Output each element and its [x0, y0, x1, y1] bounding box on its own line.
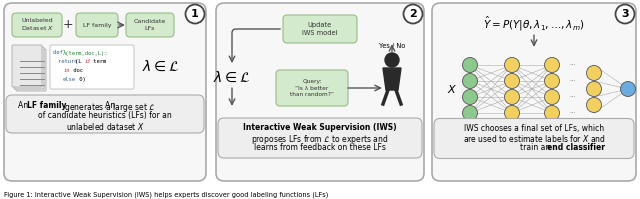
- Text: $\hat{Y} = P(Y|\theta, \lambda_1, \ldots, \lambda_m)$: $\hat{Y} = P(Y|\theta, \lambda_1, \ldots…: [483, 15, 585, 33]
- Text: +: +: [63, 19, 74, 31]
- FancyBboxPatch shape: [283, 15, 357, 43]
- Circle shape: [545, 73, 559, 89]
- Circle shape: [616, 5, 634, 23]
- Text: train an: train an: [520, 143, 552, 152]
- Text: 3: 3: [621, 9, 629, 19]
- Text: An: An: [18, 101, 31, 110]
- FancyBboxPatch shape: [6, 95, 204, 133]
- Text: Unlabeled
Dataset $X$: Unlabeled Dataset $X$: [20, 18, 53, 32]
- FancyBboxPatch shape: [276, 70, 348, 106]
- Circle shape: [385, 53, 399, 67]
- Text: 2: 2: [409, 9, 417, 19]
- Text: 0): 0): [76, 77, 86, 82]
- Polygon shape: [383, 68, 401, 90]
- Text: Interactive Weak Supervision (IWS): Interactive Weak Supervision (IWS): [243, 123, 397, 132]
- Text: else: else: [63, 77, 76, 82]
- Text: term: term: [90, 59, 106, 64]
- Circle shape: [545, 105, 559, 121]
- Circle shape: [463, 90, 477, 104]
- Text: $\lambda \in \mathcal{L}$: $\lambda \in \mathcal{L}$: [213, 71, 251, 85]
- Text: are used to estimate labels for $X$ and: are used to estimate labels for $X$ and: [463, 134, 605, 144]
- FancyBboxPatch shape: [50, 45, 134, 89]
- Circle shape: [504, 90, 520, 104]
- Text: Figure 1: Interactive Weak Supervision (IWS) helps experts discover good labelin: Figure 1: Interactive Weak Supervision (…: [4, 192, 328, 198]
- Text: Query:
“Is λ better
than random?”: Query: “Is λ better than random?”: [290, 79, 334, 97]
- Circle shape: [586, 98, 602, 112]
- FancyBboxPatch shape: [14, 47, 44, 89]
- FancyBboxPatch shape: [12, 13, 62, 37]
- Text: (L: (L: [75, 59, 84, 64]
- Circle shape: [504, 105, 520, 121]
- Circle shape: [545, 58, 559, 72]
- FancyBboxPatch shape: [434, 118, 634, 158]
- Text: return: return: [58, 59, 77, 64]
- Circle shape: [403, 5, 422, 23]
- Text: ···: ···: [570, 62, 577, 68]
- FancyBboxPatch shape: [4, 3, 206, 181]
- Text: ···: ···: [570, 94, 577, 100]
- Text: proposes LFs from $\mathcal{L}$ to experts and: proposes LFs from $\mathcal{L}$ to exper…: [252, 133, 388, 146]
- Text: if: if: [84, 59, 90, 64]
- Circle shape: [621, 82, 636, 97]
- Text: Update
IWS model: Update IWS model: [302, 22, 338, 36]
- FancyBboxPatch shape: [76, 13, 118, 37]
- Text: IWS chooses a final set of LFs, which: IWS chooses a final set of LFs, which: [464, 124, 604, 133]
- Circle shape: [463, 73, 477, 89]
- FancyBboxPatch shape: [12, 45, 42, 87]
- Text: $X$: $X$: [447, 83, 457, 95]
- FancyBboxPatch shape: [16, 49, 46, 91]
- Text: ···: ···: [570, 78, 577, 84]
- Text: doc: doc: [70, 68, 83, 73]
- Text: ···: ···: [570, 110, 577, 116]
- Text: generates a large set $\mathcal{L}$: generates a large set $\mathcal{L}$: [62, 101, 156, 114]
- Text: end classifier: end classifier: [547, 143, 605, 152]
- Circle shape: [504, 58, 520, 72]
- Text: in: in: [63, 68, 70, 73]
- Text: Yes / No: Yes / No: [379, 43, 405, 49]
- Text: LF family: LF family: [83, 22, 111, 27]
- FancyBboxPatch shape: [432, 3, 636, 181]
- Text: 1: 1: [191, 9, 199, 19]
- Circle shape: [586, 65, 602, 81]
- Text: LF family: LF family: [27, 101, 67, 110]
- Circle shape: [545, 90, 559, 104]
- Text: def: def: [53, 50, 66, 55]
- Circle shape: [463, 105, 477, 121]
- Circle shape: [504, 73, 520, 89]
- Circle shape: [463, 58, 477, 72]
- Text: $\lambda \in \mathcal{L}$: $\lambda \in \mathcal{L}$: [142, 60, 179, 74]
- FancyBboxPatch shape: [216, 3, 424, 181]
- Text: Candidate
LFs: Candidate LFs: [134, 19, 166, 31]
- Circle shape: [186, 5, 205, 23]
- Text: λ(term,doc,L):: λ(term,doc,L):: [63, 50, 109, 56]
- Circle shape: [586, 82, 602, 97]
- Text: learns from feedback on these LFs: learns from feedback on these LFs: [254, 143, 386, 152]
- FancyBboxPatch shape: [218, 118, 422, 158]
- Text: An: An: [105, 101, 118, 110]
- FancyBboxPatch shape: [126, 13, 174, 37]
- Text: unlabeled dataset $X$: unlabeled dataset $X$: [66, 121, 145, 132]
- Text: of candidate heuristics (LFs) for an: of candidate heuristics (LFs) for an: [38, 111, 172, 120]
